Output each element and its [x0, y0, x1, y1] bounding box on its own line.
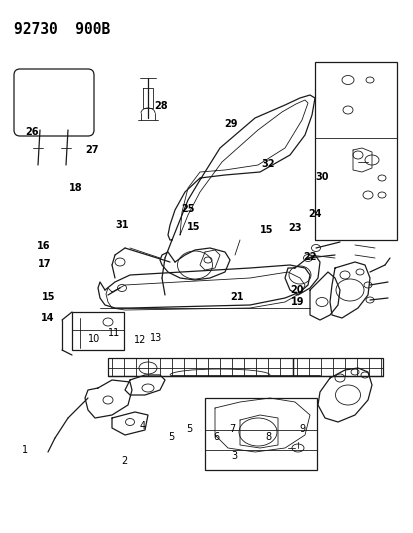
Text: 10: 10 — [88, 334, 100, 344]
Text: 92730  900B: 92730 900B — [14, 22, 110, 37]
Text: 3: 3 — [230, 451, 236, 461]
Text: 5: 5 — [186, 424, 192, 434]
Text: 30: 30 — [315, 172, 328, 182]
Text: 9: 9 — [299, 424, 304, 434]
Text: 25: 25 — [181, 204, 195, 214]
Bar — [108, 358, 292, 376]
Text: 15: 15 — [260, 225, 273, 235]
Text: 17: 17 — [38, 259, 51, 269]
Text: 4: 4 — [140, 422, 145, 431]
Bar — [72, 312, 124, 350]
Text: 27: 27 — [85, 146, 98, 155]
Text: 8: 8 — [265, 432, 271, 442]
Text: 20: 20 — [290, 286, 303, 295]
Text: 22: 22 — [302, 252, 316, 262]
Text: 7: 7 — [229, 424, 235, 434]
Text: 6: 6 — [213, 432, 218, 442]
Bar — [292, 358, 382, 376]
Text: 15: 15 — [42, 293, 55, 302]
Text: 13: 13 — [150, 334, 162, 343]
Text: 14: 14 — [41, 313, 54, 322]
Text: 15: 15 — [187, 222, 200, 231]
Text: 2: 2 — [121, 456, 127, 466]
Text: 31: 31 — [115, 220, 128, 230]
Text: 18: 18 — [69, 183, 82, 192]
Text: 23: 23 — [287, 223, 301, 233]
Bar — [204, 398, 316, 470]
Text: 16: 16 — [37, 241, 50, 251]
Text: 32: 32 — [261, 159, 274, 169]
Text: 5: 5 — [168, 432, 175, 442]
Text: 12: 12 — [133, 335, 146, 345]
Text: 11: 11 — [107, 328, 120, 337]
Bar — [314, 62, 396, 240]
Text: 24: 24 — [308, 209, 321, 219]
Text: 28: 28 — [154, 101, 167, 110]
Text: 29: 29 — [224, 119, 237, 128]
Text: 1: 1 — [22, 446, 28, 455]
Text: 26: 26 — [26, 127, 39, 137]
Text: 19: 19 — [290, 297, 303, 306]
Text: 21: 21 — [230, 293, 243, 302]
